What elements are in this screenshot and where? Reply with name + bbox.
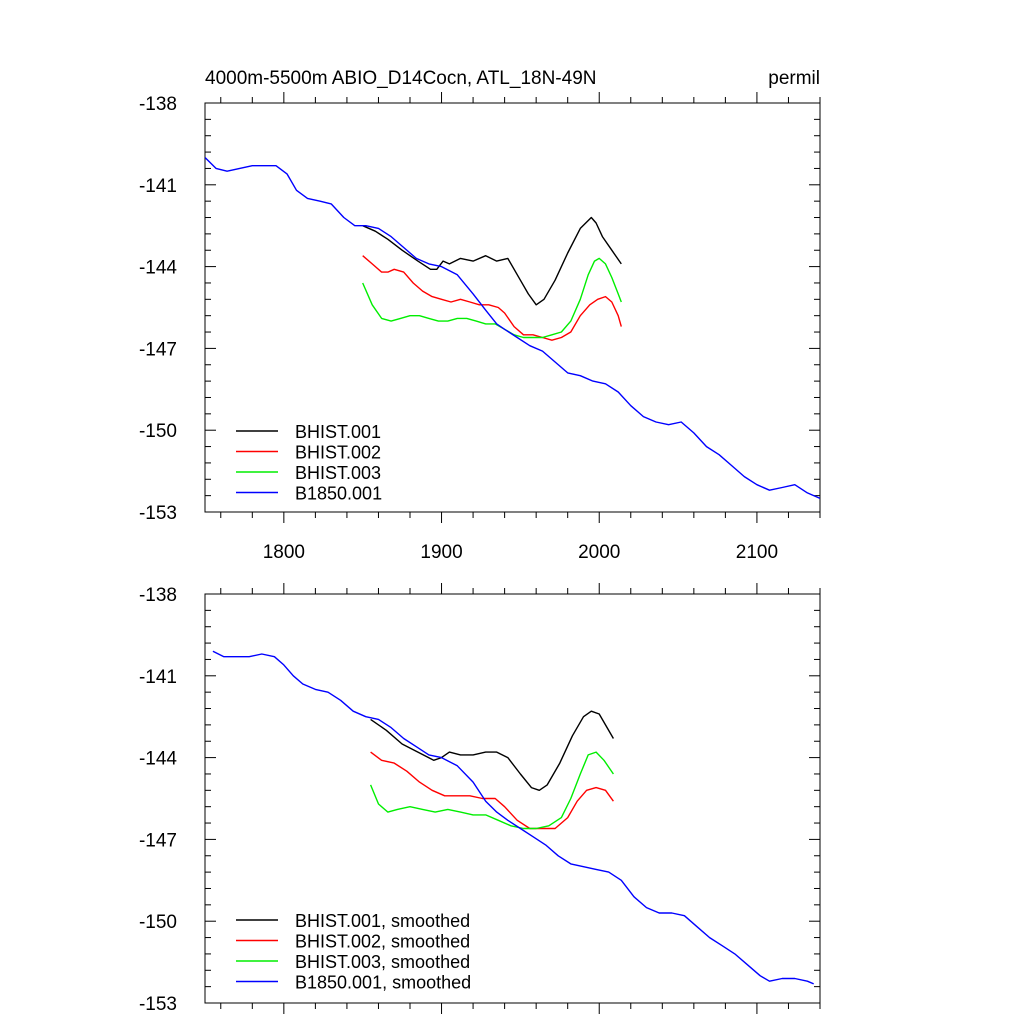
y-tick-label: -141 [139,176,177,197]
units-label: permil [768,68,820,89]
y-tick-label: -141 [139,667,177,688]
legend-label: BHIST.001, smoothed [295,911,470,931]
y-tick-label: -138 [139,585,177,606]
legend-label: BHIST.001 [295,422,381,442]
y-tick-label: -147 [139,339,177,360]
series-line-2 [370,751,614,830]
legend-label: BHIST.002, smoothed [295,932,470,952]
series-line-4 [205,157,820,500]
y-tick-label: -147 [139,830,177,851]
y-tick-label: -138 [139,94,177,115]
plot-frame [204,102,821,513]
series-line-3 [369,751,614,830]
legend-label: BHIST.003, smoothed [295,952,470,972]
plot-frame [204,593,821,1004]
series-line-3 [362,257,622,339]
y-tick-label: -150 [139,912,177,933]
bottom-chart-panel: -153 -150 -147 -144 -141 -138 BHIST.001, smoot… [139,583,821,1015]
y-tick-label: -153 [139,503,177,524]
x-tick-label: 2000 [578,542,620,563]
y-tick-label: -150 [139,421,177,442]
x-tick-label: 2100 [736,542,778,563]
y-tick-label: -144 [139,749,177,770]
series-line-4 [212,650,814,985]
legend-label: B1850.001, smoothed [295,973,471,993]
y-tick-label: -153 [139,994,177,1015]
top-chart-panel: 4000m-5500m ABIO_D14Cocn, ATL_18N-49N pe… [139,68,821,563]
y-tick-label: -144 [139,258,177,279]
x-tick-label: 1900 [420,542,462,563]
legend-label: BHIST.003 [295,463,381,483]
series-line-2 [362,255,622,341]
series-line-1 [370,710,615,791]
series-line-1 [362,216,622,306]
legend-label: B1850.001 [295,484,382,504]
legend-label: BHIST.002 [295,443,381,463]
x-tick-label: 1800 [263,542,305,563]
chart-title: 4000m-5500m ABIO_D14Cocn, ATL_18N-49N [205,68,596,89]
